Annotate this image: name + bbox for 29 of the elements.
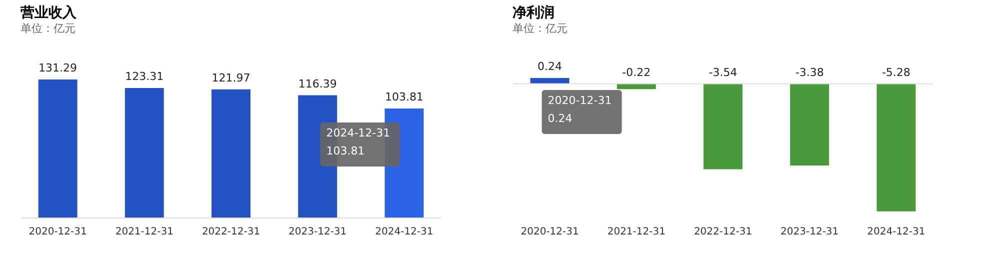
x-tick-label: 2020-12-31 — [28, 226, 87, 238]
data-label: -3.38 — [795, 66, 824, 79]
x-tick-label: 2023-12-31 — [288, 226, 347, 238]
data-label: 123.31 — [125, 70, 164, 83]
x-tick-label: 2020-12-31 — [520, 226, 579, 238]
x-tick-label: 2022-12-31 — [202, 226, 260, 238]
annotation: 2024-12-31 103.81 — [326, 126, 390, 158]
chart-subtitle: 单位：亿元 — [512, 22, 568, 35]
x-tick-label: 2021-12-31 — [115, 226, 174, 238]
x-tick-label: 2021-12-31 — [607, 226, 666, 238]
data-label: 0.24 — [538, 60, 562, 73]
bar — [38, 80, 78, 218]
data-label: 131.29 — [38, 62, 78, 75]
data-label: -0.22 — [622, 66, 651, 79]
x-tick-label: 2022-12-31 — [694, 226, 752, 238]
data-label: 121.97 — [212, 71, 250, 84]
chart-subtitle: 单位：亿元 — [20, 22, 76, 35]
x-tick-label: 2023-12-31 — [780, 226, 839, 238]
x-tick-label: 2024-12-31 — [867, 226, 926, 238]
x-tick-label: 2024-12-31 — [375, 226, 434, 238]
chart-title: 净利润 — [512, 4, 554, 21]
chart-title: 营业收入 — [20, 5, 78, 21]
data-label: 116.39 — [298, 77, 337, 90]
data-label: -5.28 — [882, 66, 910, 79]
bar — [124, 88, 164, 218]
data-label: -3.54 — [708, 66, 738, 79]
annotation: 2020-12-31 0.24 — [548, 94, 612, 125]
data-label: 103.81 — [384, 90, 424, 104]
bar — [212, 89, 250, 218]
